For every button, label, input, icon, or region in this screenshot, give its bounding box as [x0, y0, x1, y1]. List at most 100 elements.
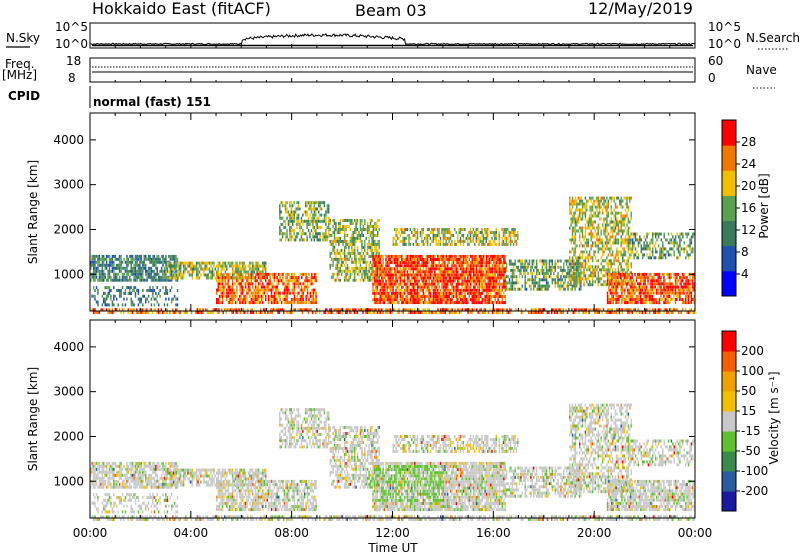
power-cell: [448, 228, 449, 231]
power-cell: [410, 237, 411, 240]
power-cell: [279, 295, 280, 298]
power-cell: [285, 273, 286, 276]
power-cell: [593, 221, 594, 224]
power-cell: [505, 277, 506, 280]
power-cell: [372, 267, 373, 270]
power-cell: [480, 301, 481, 304]
power-cell: [476, 273, 477, 276]
power-cell: [251, 292, 252, 295]
power-cell: [489, 261, 490, 264]
power-cell: [615, 256, 616, 259]
power-cell: [229, 301, 230, 304]
power-cell: [456, 243, 457, 246]
power-cell: [511, 240, 512, 243]
power-cell: [467, 264, 468, 267]
power-cell: [123, 267, 124, 270]
power-cell: [573, 253, 574, 256]
power-cell: [299, 229, 300, 232]
power-cell: [502, 277, 503, 280]
power-cell: [513, 228, 514, 231]
power-cell: [575, 197, 576, 200]
power-cell: [344, 234, 345, 237]
power-cell: [363, 267, 364, 270]
power-cell: [484, 280, 485, 283]
power-cell: [433, 280, 434, 283]
power-cell: [347, 225, 348, 228]
power-cell: [407, 295, 408, 298]
power-cell: [588, 221, 589, 224]
power-cell: [456, 231, 457, 234]
power-cell: [395, 240, 396, 243]
power-cell: [330, 240, 331, 243]
power-cell: [589, 253, 590, 256]
power-cell: [621, 273, 622, 276]
power-cell: [484, 277, 485, 280]
power-cell: [440, 237, 441, 240]
power-cell: [436, 258, 437, 261]
power-cell: [630, 276, 631, 279]
power-cell: [473, 286, 474, 289]
power-cell: [210, 271, 211, 274]
power-cell: [631, 265, 632, 268]
power-cell: [291, 279, 292, 282]
power-cell: [611, 276, 612, 279]
power-cell: [496, 264, 497, 267]
power-cell: [523, 272, 524, 275]
power-cell: [411, 301, 412, 304]
power-cell: [364, 246, 365, 249]
power-cell: [398, 283, 399, 286]
power-cell: [441, 286, 442, 289]
power-cell: [118, 303, 119, 306]
power-cell: [487, 277, 488, 280]
power-cell: [566, 260, 567, 263]
power-cell: [589, 209, 590, 212]
power-cell: [481, 240, 482, 243]
power-cell: [304, 273, 305, 276]
power-cell: [629, 244, 630, 247]
power-cell: [166, 271, 167, 274]
power-cell: [328, 217, 329, 220]
power-cell: [473, 283, 474, 286]
power-cell: [371, 237, 372, 240]
power-cell: [482, 273, 483, 276]
power-cell: [99, 258, 100, 261]
power-cell: [357, 234, 358, 237]
power-cell: [605, 268, 606, 271]
power-cell: [207, 262, 208, 265]
power-cell: [536, 272, 537, 275]
power-cell: [192, 271, 193, 274]
power-cell: [379, 240, 380, 243]
power-cell: [118, 273, 119, 276]
power-cell: [493, 295, 494, 298]
power-cell: [527, 272, 528, 275]
power-cell: [619, 203, 620, 206]
power-cell: [592, 224, 593, 227]
power-cell: [474, 286, 475, 289]
power-cell: [278, 282, 279, 285]
power-cell: [391, 273, 392, 276]
power-cell: [334, 252, 335, 255]
power-cell: [639, 289, 640, 292]
power-cell: [284, 295, 285, 298]
power-cell: [613, 241, 614, 244]
power-cell: [249, 286, 250, 289]
power-cell: [93, 258, 94, 261]
power-cell: [183, 274, 184, 277]
power-cell: [626, 200, 627, 203]
power-cell: [167, 292, 168, 295]
power-cell: [303, 301, 304, 304]
power-cell: [391, 295, 392, 298]
power-cell: [298, 207, 299, 210]
power-cell: [621, 262, 622, 265]
power-cell: [149, 258, 150, 261]
power-cell: [502, 255, 503, 258]
power-cell: [370, 222, 371, 225]
power-cell: [627, 276, 628, 279]
power-cell: [611, 197, 612, 200]
power-cell: [264, 276, 265, 279]
power-cell: [593, 250, 594, 253]
power-cell: [324, 235, 325, 238]
power-cell: [417, 270, 418, 273]
power-cell: [470, 237, 471, 240]
power-cell: [345, 219, 346, 222]
